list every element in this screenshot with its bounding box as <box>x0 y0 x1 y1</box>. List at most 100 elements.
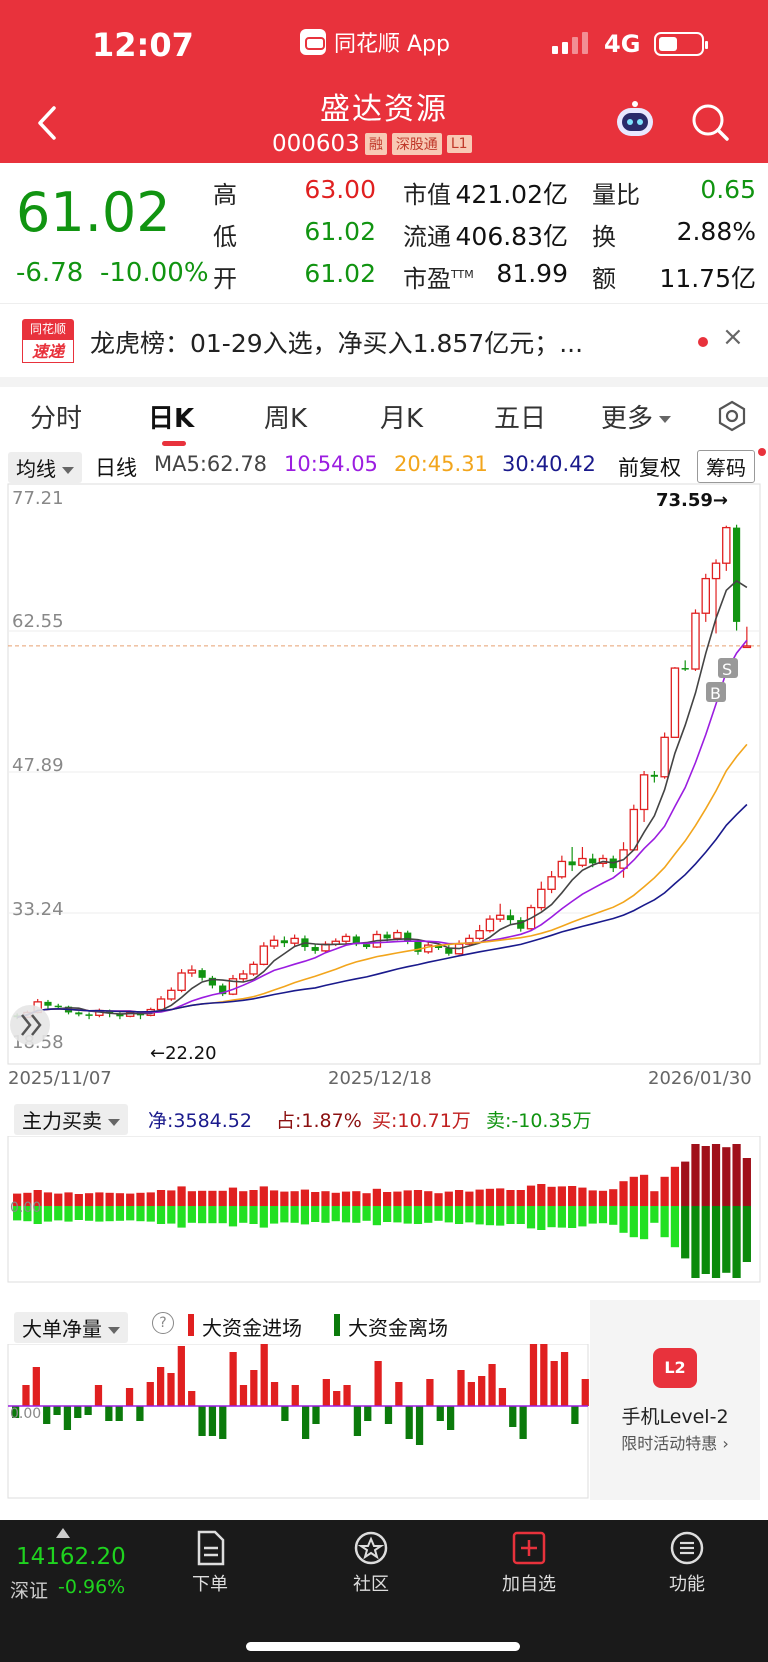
sell-bar <box>444 1206 453 1223</box>
buy-bar <box>54 1193 63 1206</box>
buy-bar <box>434 1193 443 1206</box>
sell-bar <box>372 1206 381 1226</box>
nav-functions[interactable]: 功能 <box>647 1530 727 1596</box>
inflow-bar <box>467 1382 475 1406</box>
buy-bar <box>588 1190 597 1206</box>
adjust-mode[interactable]: 前复权 <box>618 456 681 480</box>
collapse-icon[interactable] <box>10 1005 50 1045</box>
robot-assistant-icon[interactable] <box>612 100 658 140</box>
ma5-line <box>16 579 748 1019</box>
buy-bar <box>341 1191 351 1206</box>
tab-more[interactable]: 更多 <box>601 398 672 435</box>
outflow-bar <box>519 1406 527 1439</box>
buy-bar <box>598 1190 608 1206</box>
tab-daily-k[interactable]: 日K <box>148 404 195 434</box>
sell-bar <box>311 1206 320 1222</box>
candle-body <box>629 808 639 851</box>
candle-body <box>106 1010 114 1014</box>
buy-bar <box>670 1166 680 1206</box>
candle-body <box>383 934 391 939</box>
chevron-down-icon <box>62 467 74 474</box>
candle-body <box>589 858 597 864</box>
tab-monthly-k[interactable]: 月K <box>380 404 424 434</box>
price-change-pct: -10.00% <box>100 258 209 288</box>
chips-button[interactable]: 筹码 <box>697 450 755 483</box>
buy-bar <box>403 1190 412 1206</box>
back-arrow-icon[interactable] <box>30 100 66 146</box>
inflow-bar <box>374 1361 382 1406</box>
max-price-note: 73.59→ <box>656 490 728 511</box>
mf-buy: 买:10.71万 <box>372 1110 471 1132</box>
y-label-2: 62.55 <box>12 611 64 632</box>
buy-bar <box>537 1184 546 1206</box>
candle-body <box>208 977 217 986</box>
nav-order[interactable]: 下单 <box>170 1530 250 1596</box>
ma5-value: MA5:62.78 <box>154 452 268 476</box>
buy-bar <box>33 1190 42 1206</box>
big-order-dropdown[interactable]: 大单净量 <box>14 1312 128 1343</box>
buy-bar <box>557 1186 566 1206</box>
mainforce-dropdown[interactable]: 主力买卖 <box>14 1104 128 1135</box>
sell-bar <box>393 1206 402 1223</box>
outflow-bar <box>364 1406 372 1421</box>
legend-in-swatch <box>188 1314 194 1336</box>
inflow-bar <box>239 1385 248 1406</box>
kline-chart[interactable]: 77.21 62.55 47.89 33.24 18.58 2025/11/07… <box>0 482 768 1092</box>
buy-bar <box>218 1190 227 1206</box>
outflow-bar <box>53 1406 61 1415</box>
sell-bar <box>691 1206 700 1278</box>
outflow-bar <box>219 1406 227 1439</box>
settings-hexagon-icon[interactable] <box>716 400 748 432</box>
tag-connect: 深股通 <box>391 133 442 155</box>
outflow-bar <box>353 1406 362 1436</box>
buy-bar <box>578 1187 587 1206</box>
quote-panel: 61.02 -6.78 -10.00% 高 低 开 63.00 61.02 61… <box>0 163 768 303</box>
close-icon[interactable]: × <box>722 322 744 352</box>
candle-body <box>537 888 546 909</box>
buy-bar <box>321 1191 330 1206</box>
ma-dropdown[interactable]: 均线 <box>8 452 82 483</box>
mf-axis-label: 0.00 <box>10 1200 41 1216</box>
sell-bar <box>146 1206 155 1222</box>
tab-five-day[interactable]: 五日 <box>494 404 547 434</box>
candle-body <box>239 973 248 980</box>
buy-bar <box>650 1191 659 1206</box>
app-header: 12:07 同花顺 App 4G 盛达资源 000603 融 深股通 L1 <box>0 0 768 163</box>
inflow-bar <box>333 1391 341 1406</box>
candle-body <box>414 941 422 952</box>
search-icon[interactable] <box>690 102 730 142</box>
level2-ad[interactable]: L2 手机Level-2 限时活动特惠 › <box>590 1300 760 1500</box>
news-text[interactable]: 龙虎榜：01-29入选，净买入1.857亿元；... <box>90 329 584 358</box>
y-label-3: 47.89 <box>12 755 64 776</box>
buy-bar <box>547 1186 556 1206</box>
index-value[interactable]: 14162.20 <box>16 1544 126 1570</box>
candle-body <box>670 667 680 738</box>
buy-bar <box>228 1187 238 1206</box>
candle-body <box>269 939 279 947</box>
document-icon <box>197 1530 225 1566</box>
legend-out-swatch <box>334 1314 340 1336</box>
inflow-bar <box>22 1385 30 1406</box>
tab-weekly-k[interactable]: 周K <box>264 404 308 434</box>
inflow-bar <box>560 1352 569 1406</box>
float-value: 406.83亿 <box>455 222 568 251</box>
inflow-bar <box>157 1367 165 1406</box>
nav-add-watchlist[interactable]: 加自选 <box>489 1530 569 1596</box>
status-app[interactable]: 同花顺 App <box>300 26 450 58</box>
mcap-value: 421.02亿 <box>455 180 568 209</box>
signal-icon <box>552 32 588 54</box>
inflow-bar <box>229 1352 237 1406</box>
sell-bar <box>23 1206 32 1222</box>
mainforce-chart[interactable]: 0.00 <box>0 1136 768 1286</box>
nav-community[interactable]: 社区 <box>331 1530 411 1596</box>
battery-icon <box>654 32 708 56</box>
buy-bar <box>13 1193 22 1206</box>
sell-bar <box>331 1206 340 1222</box>
help-icon[interactable]: ? <box>152 1312 174 1334</box>
big-order-chart[interactable]: 0.00 <box>0 1344 590 1500</box>
tab-timeshare[interactable]: 分时 <box>30 404 83 434</box>
legend-out: 大资金离场 <box>348 1316 448 1340</box>
news-banner[interactable]: 同花顺 速递 龙虎榜：01-29入选，净买入1.857亿元；... × <box>0 303 768 378</box>
active-tab-indicator <box>162 441 186 446</box>
mf-net: 净:3584.52 <box>148 1110 252 1132</box>
